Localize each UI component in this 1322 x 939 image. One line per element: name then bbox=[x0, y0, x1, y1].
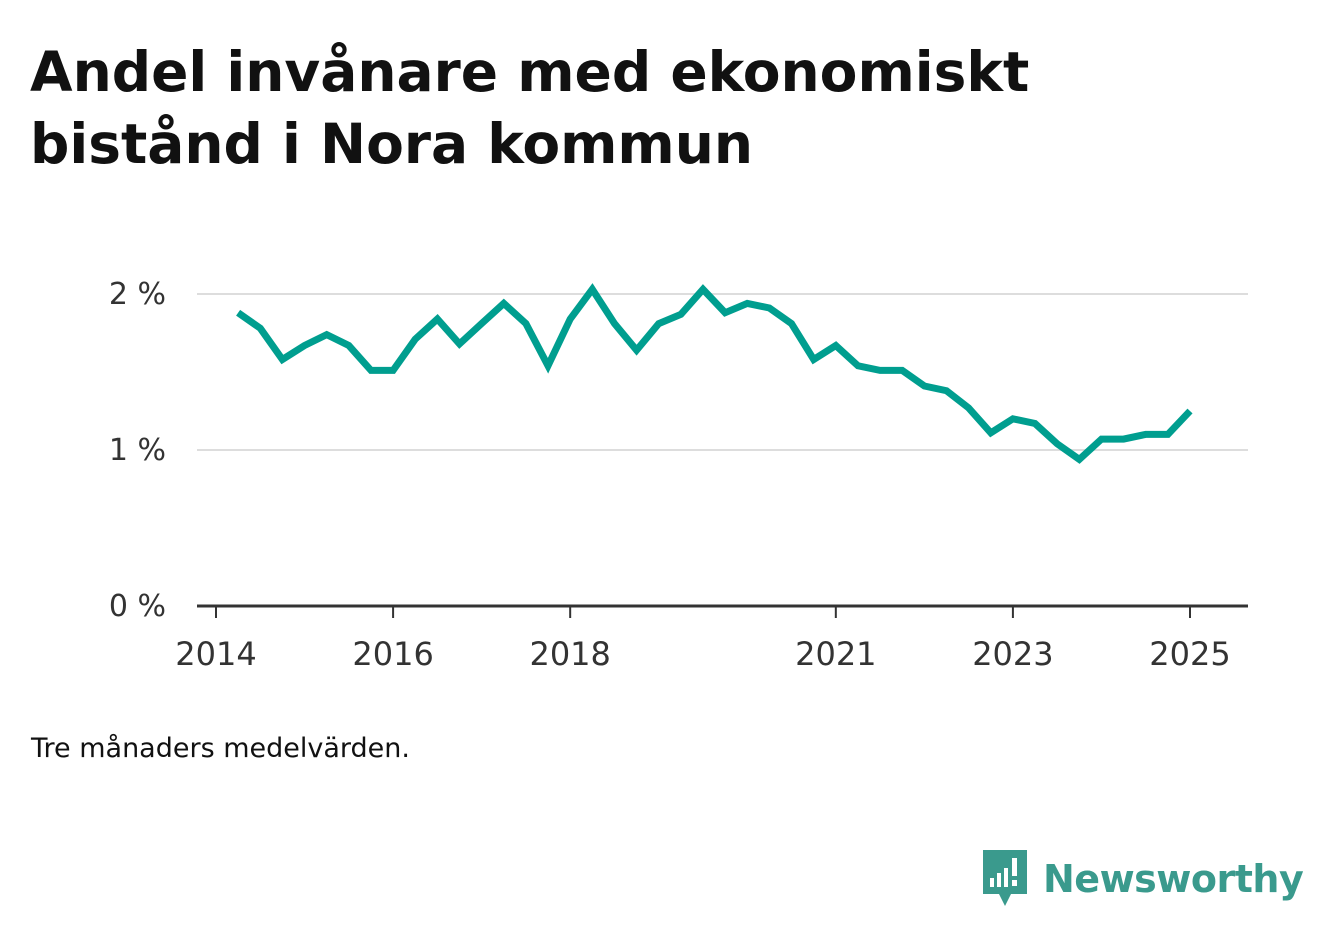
chart-title-line-2: bistånd i Nora kommun bbox=[30, 112, 754, 176]
x-tick-label: 2016 bbox=[352, 635, 433, 673]
x-tick-label: 2021 bbox=[795, 635, 876, 673]
y-tick-label: 2 % bbox=[109, 277, 166, 312]
chart-title-line-1: Andel invånare med ekonomiskt bbox=[30, 40, 1030, 104]
newsworthy-logo: Newsworthy bbox=[981, 848, 1304, 910]
newsworthy-logo-icon bbox=[983, 850, 1027, 906]
brand-name: Newsworthy bbox=[1043, 857, 1304, 901]
y-tick-label: 0 % bbox=[109, 589, 166, 624]
series-line bbox=[236, 283, 1193, 464]
chart-title: Andel invånare med ekonomiskt bistånd i … bbox=[30, 36, 1290, 180]
chart-note: Tre månaders medelvärden. bbox=[31, 733, 410, 764]
x-tick-label: 2025 bbox=[1149, 635, 1230, 673]
x-tick-label: 2018 bbox=[529, 635, 610, 673]
x-tick-label: 2023 bbox=[972, 635, 1053, 673]
x-tick-label: 2014 bbox=[175, 635, 256, 673]
y-tick-label: 1 % bbox=[109, 433, 166, 468]
line-chart: 0 % 1 % 2 % 2014 2016 2018 2021 2023 2025 bbox=[109, 277, 1248, 673]
